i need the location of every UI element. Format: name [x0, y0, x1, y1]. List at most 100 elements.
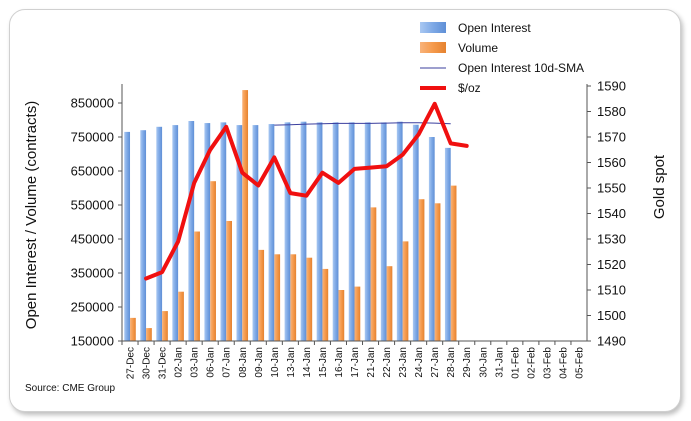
x-tick-label: 06-Jan [206, 347, 217, 378]
x-tick-label: 22-Jan [382, 347, 393, 378]
x-tick-label: 27-Dec [126, 347, 137, 379]
x-tick-label: 01-Feb [510, 347, 521, 379]
volume-bar [354, 286, 361, 341]
volume-bar [306, 257, 313, 341]
volume-bar [210, 181, 216, 341]
open-interest-sma-line [274, 122, 451, 126]
right-tick-label: 1500 [597, 308, 626, 323]
left-tick-label: 450000 [71, 232, 114, 247]
x-tick-label: 30-Jan [478, 347, 489, 378]
volume-bar [258, 249, 265, 341]
legend-swatch-open-interest [420, 22, 446, 33]
volume-bar [242, 90, 249, 341]
open-interest-bar [284, 122, 291, 341]
right-tick-label: 1550 [597, 181, 626, 196]
volume-bar [418, 199, 425, 341]
open-interest-bar [204, 123, 211, 341]
right-tick-label: 1540 [597, 206, 626, 221]
left-tick-label: 250000 [71, 300, 114, 315]
open-interest-bar [428, 137, 435, 341]
x-tick-label: 29-Jan [462, 347, 473, 378]
x-tick-label: 31-Jan [494, 347, 505, 378]
volume-bar [450, 185, 457, 341]
volume-bar [162, 311, 168, 341]
x-tick-label: 05-Feb [574, 347, 585, 379]
open-interest-bar [220, 122, 227, 341]
x-tick-label: 09-Jan [254, 347, 265, 378]
right-tick-label: 1590 [597, 79, 626, 94]
open-interest-bar [396, 121, 403, 341]
left-tick-label: 150000 [71, 334, 114, 349]
volume-bar [274, 254, 281, 341]
volume-bar [146, 328, 152, 341]
gold-price-line [144, 101, 469, 281]
volume-bar [178, 291, 184, 341]
left-tick-label: 350000 [71, 266, 114, 281]
left-tick-label: 750000 [71, 130, 114, 145]
x-tick-label: 27-Jan [430, 347, 441, 378]
legend-swatch-volume [420, 42, 446, 53]
legend-label: Volume [458, 41, 498, 55]
left-tick-label: 850000 [71, 96, 114, 111]
volume-bar [194, 231, 200, 341]
x-tick-label: 07-Jan [222, 347, 233, 378]
x-tick-label: 15-Jan [318, 347, 329, 378]
x-tick-label: 14-Jan [302, 347, 313, 378]
x-tick-label: 21-Jan [366, 347, 377, 378]
open-interest-bar [188, 121, 195, 342]
x-tick-label: 24-Jan [414, 347, 425, 378]
x-tick-label: 23-Jan [398, 347, 409, 378]
right-tick-label: 1570 [597, 130, 626, 145]
open-interest-bar [124, 131, 131, 341]
volume-bar [322, 268, 329, 341]
legend-label: Open Interest [458, 21, 531, 35]
volume-bar [402, 241, 409, 341]
right-tick-label: 1510 [597, 283, 626, 298]
volume-bar [386, 266, 393, 341]
volume-bar [226, 220, 232, 341]
x-tick-label: 28-Jan [446, 347, 457, 378]
bar-series [124, 90, 457, 342]
open-interest-bar [300, 121, 307, 341]
x-axis: 27-Dec 30-Dec 31-Dec 02-Jan 03-Jan 06-Jan 07-J… [121, 340, 587, 379]
line-series [144, 101, 469, 281]
volume-bar [338, 290, 345, 341]
x-tick-label: 30-Dec [142, 347, 153, 379]
right-tick-label: 1520 [597, 257, 626, 272]
x-tick-label: 04-Feb [558, 347, 569, 379]
x-tick-label: 03-Feb [542, 347, 553, 379]
open-interest-bar [156, 126, 163, 341]
x-tick-label: 16-Jan [334, 347, 345, 378]
open-interest-bar [268, 124, 275, 341]
left-axis: 850000 750000 650000 550000 450000 350000 2500… [71, 84, 123, 349]
right-tick-label: 1490 [597, 334, 626, 349]
x-tick-label: 08-Jan [238, 347, 249, 378]
legend: Open Interest Volume Open Interest 10d-SMA… [420, 21, 584, 95]
x-tick-label: 17-Jan [350, 347, 361, 378]
y-axis-label-left: Open Interest / Volume (contracts) [23, 101, 40, 329]
y-axis-label-right: Gold spot [651, 154, 668, 219]
volume-bar [130, 317, 136, 341]
right-axis: 1590 1580 1570 1560 1550 1540 1530 1520 1510 1500… [586, 79, 626, 349]
x-tick-label: 02-Feb [526, 347, 537, 379]
right-tick-label: 1530 [597, 232, 626, 247]
legend-label: $/oz [458, 81, 481, 95]
x-tick-label: 02-Jan [174, 347, 185, 378]
open-interest-bar [140, 130, 147, 341]
x-tick-label: 31-Dec [158, 347, 169, 379]
volume-bar [370, 207, 377, 341]
left-tick-label: 550000 [71, 198, 114, 213]
open-interest-bar [236, 125, 243, 341]
volume-bar [434, 203, 441, 341]
chart-frame [9, 9, 681, 412]
open-interest-bar [380, 122, 387, 341]
open-interest-bar [332, 122, 339, 341]
left-tick-label: 650000 [71, 164, 114, 179]
right-tick-label: 1560 [597, 155, 626, 170]
open-interest-bar [444, 147, 451, 341]
legend-label: Open Interest 10d-SMA [458, 61, 584, 75]
source-note: Source: CME Group [25, 383, 115, 394]
open-interest-bar [252, 125, 259, 341]
open-interest-bar [364, 122, 371, 341]
